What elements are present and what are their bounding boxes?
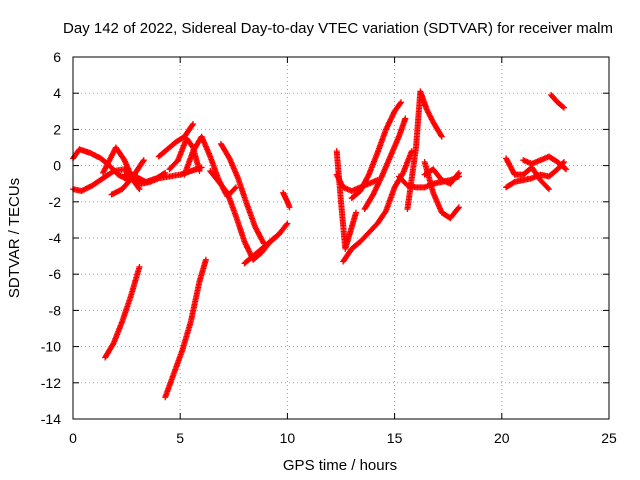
data-point — [207, 168, 282, 263]
data-point — [520, 153, 570, 173]
data-point — [241, 220, 291, 267]
data-point — [333, 148, 360, 252]
series-arc-26 — [520, 153, 570, 173]
series-arc-18 — [348, 99, 405, 202]
x-tick-label: 25 — [601, 430, 617, 446]
y-tick-label: -14 — [41, 411, 61, 427]
data-point — [217, 140, 267, 247]
data-point — [421, 158, 462, 222]
grid — [73, 57, 609, 419]
data-point — [503, 158, 567, 191]
series-arc-21 — [404, 88, 445, 213]
y-tick-label: -10 — [41, 339, 61, 355]
x-tick-label: 15 — [387, 430, 403, 446]
series-arc-24 — [503, 158, 567, 191]
chart-title: Day 142 of 2022, Sidereal Day-to-day VTE… — [63, 20, 613, 37]
y-tick-label: 6 — [53, 49, 61, 65]
series-arc-16 — [333, 148, 360, 252]
y-tick-label: 4 — [53, 85, 61, 101]
x-tick-label: 10 — [280, 430, 296, 446]
data-point — [361, 115, 409, 213]
x-tick-label: 5 — [176, 430, 184, 446]
data-point — [404, 88, 445, 213]
data-point — [102, 263, 143, 361]
data-point — [503, 155, 552, 193]
series-arc-14 — [162, 256, 209, 401]
axis-ticks: 0 5 10 15 20 25 -14 -12 -10 -8 -6 -4 -2 0 2 4 6 — [41, 49, 617, 446]
data-point — [155, 120, 197, 160]
y-tick-label: -8 — [49, 302, 62, 318]
y-tick-label: -12 — [41, 375, 61, 391]
data-point — [162, 256, 209, 401]
series-arc-13 — [102, 263, 143, 361]
data-point — [548, 92, 567, 111]
y-tick-label: -4 — [49, 230, 62, 246]
y-axis-label: SDTVAR / TECUs — [6, 178, 23, 298]
y-tick-label: -2 — [49, 194, 62, 210]
x-axis-label: GPS time / hours — [283, 457, 397, 474]
x-tick-label: 0 — [69, 430, 77, 446]
series-arc-23 — [421, 166, 462, 187]
data-point — [348, 99, 405, 202]
data-point — [421, 166, 462, 187]
series-arc-25 — [503, 155, 552, 193]
series-arc-10 — [217, 140, 267, 247]
data-point — [280, 189, 293, 211]
series-arc-27 — [548, 92, 567, 111]
series-arc-19 — [361, 115, 409, 213]
y-tick-label: 2 — [53, 121, 61, 137]
y-tick-label: 0 — [53, 158, 61, 174]
x-tick-label: 20 — [494, 430, 510, 446]
y-tick-label: -6 — [49, 266, 62, 282]
series-arc-11 — [241, 220, 291, 267]
data-points — [70, 88, 570, 401]
series-arc-09 — [207, 168, 282, 263]
series-arc-12 — [280, 189, 293, 211]
series-arc-22 — [421, 158, 462, 222]
series-arc-06 — [155, 120, 197, 160]
